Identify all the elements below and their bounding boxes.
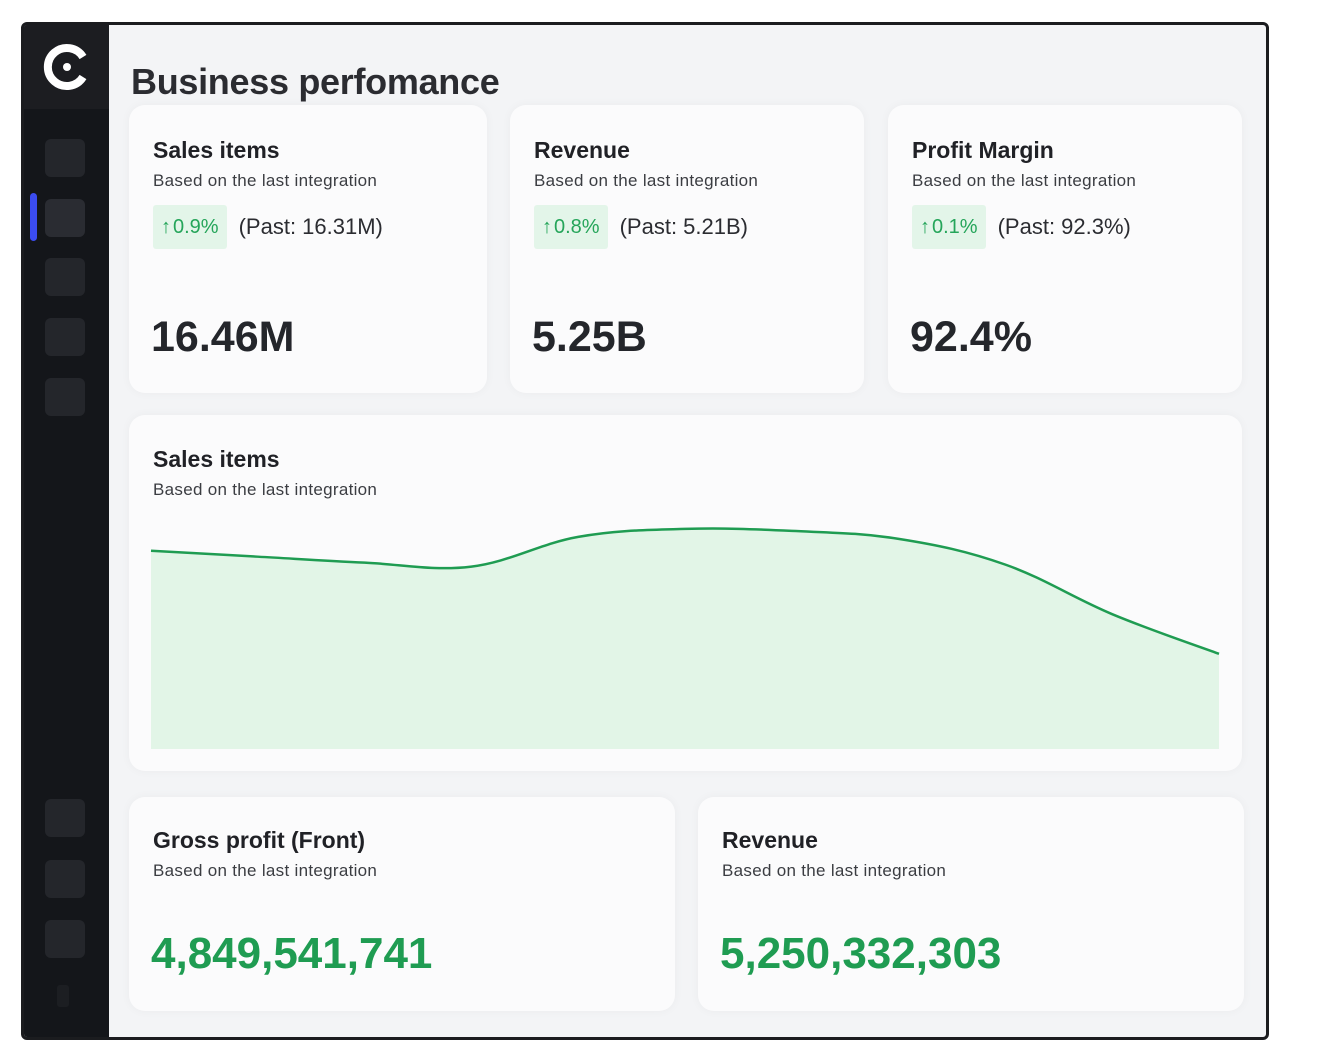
delta-badge: ↑ 0.9%	[153, 205, 227, 249]
nav-item-1[interactable]	[45, 139, 85, 177]
card-subtitle: Based on the last integration	[153, 861, 378, 880]
delta-value: 0.8%	[554, 215, 600, 238]
card-subtitle: Based on the last integration	[534, 171, 759, 190]
nav-item-4[interactable]	[45, 318, 85, 356]
nav-item-2[interactable]	[45, 199, 85, 237]
card-subtitle: Based on the last integration	[722, 861, 947, 880]
card-subtitle: Based on the last integration	[153, 171, 378, 190]
past-value: (Past: 92.3%)	[997, 214, 1131, 239]
nav-item-7[interactable]	[45, 860, 85, 898]
delta-row: ↑ 0.9% (Past: 16.31M)	[153, 205, 383, 249]
active-nav-indicator	[30, 193, 37, 241]
main-content: Business perfomance Sales items Based on…	[109, 25, 1266, 1037]
chart-area-fill	[151, 528, 1219, 749]
sidebar	[24, 25, 109, 1037]
kpi-value: 5.25B	[532, 313, 647, 361]
card-subtitle: Based on the last integration	[912, 171, 1137, 190]
card-subtitle: Based on the last integration	[153, 480, 378, 499]
total-value: 4,849,541,741	[151, 929, 433, 978]
page-title: Business perfomance	[131, 61, 500, 102]
nav-item-6[interactable]	[45, 799, 85, 837]
gross-profit-card[interactable]: Gross profit (Front) Based on the last i…	[129, 797, 675, 1011]
card-title: Revenue	[722, 827, 818, 853]
arrow-up-icon: ↑	[542, 215, 552, 238]
past-value: (Past: 16.31M)	[238, 214, 383, 239]
delta-value: 0.9%	[173, 215, 219, 238]
kpi-card-sales-items[interactable]: Sales items Based on the last integratio…	[129, 105, 487, 393]
chart-series-line	[150, 527, 1220, 656]
sales-items-chart-card: Sales items Based on the last integratio…	[129, 415, 1242, 771]
card-title: Sales items	[153, 137, 280, 163]
delta-badge: ↑ 0.8%	[534, 205, 608, 249]
past-value: (Past: 5.21B)	[619, 214, 748, 239]
delta-row: ↑ 0.8% (Past: 5.21B)	[534, 205, 748, 249]
arrow-up-icon: ↑	[920, 215, 930, 238]
nav-item-3[interactable]	[45, 258, 85, 296]
logo[interactable]	[24, 25, 109, 109]
kpi-value: 16.46M	[151, 313, 295, 361]
nav-collapse-handle[interactable]	[57, 985, 69, 1007]
kpi-card-revenue[interactable]: Revenue Based on the last integration ↑ …	[510, 105, 864, 393]
delta-badge: ↑ 0.1%	[912, 205, 986, 249]
total-value: 5,250,332,303	[720, 929, 1002, 978]
delta-value: 0.1%	[932, 215, 978, 238]
app-window: Business perfomance Sales items Based on…	[21, 22, 1269, 1040]
sales-area-chart[interactable]	[149, 513, 1221, 749]
card-title: Sales items	[153, 446, 280, 472]
nav-item-8[interactable]	[45, 920, 85, 958]
kpi-card-profit-margin[interactable]: Profit Margin Based on the last integrat…	[888, 105, 1242, 393]
brand-logo-icon	[43, 44, 86, 90]
revenue-total-card[interactable]: Revenue Based on the last integration 5,…	[698, 797, 1244, 1011]
arrow-up-icon: ↑	[161, 215, 171, 238]
card-title: Gross profit (Front)	[153, 827, 366, 853]
delta-row: ↑ 0.1% (Past: 92.3%)	[912, 205, 1131, 249]
card-title: Revenue	[534, 137, 630, 163]
card-title: Profit Margin	[912, 137, 1054, 163]
nav-item-5[interactable]	[45, 378, 85, 416]
kpi-value: 92.4%	[910, 313, 1032, 361]
